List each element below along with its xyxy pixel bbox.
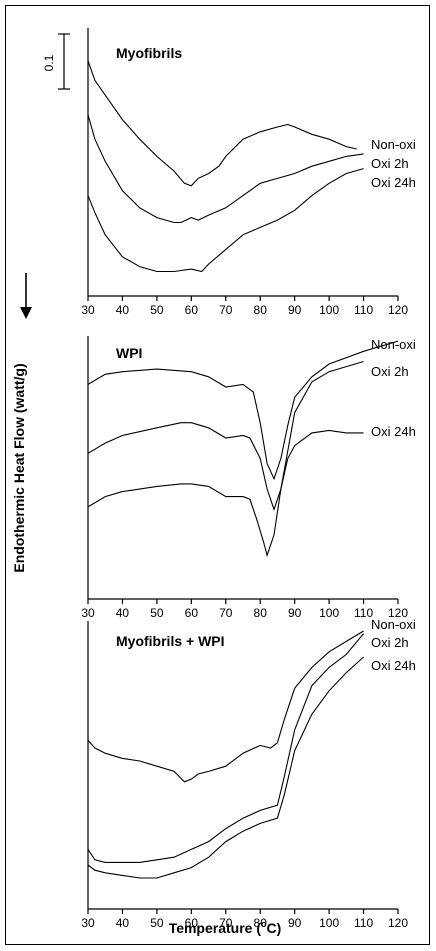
x-tick-label: 30 [81, 303, 95, 317]
figure-frame: 0.1 Endothermic Heat Flow (watt/g) Tempe… [5, 5, 430, 945]
series-label: Oxi 2h [371, 156, 409, 171]
x-tick-label: 90 [288, 606, 302, 620]
series-line-oxi-2h [87, 633, 365, 863]
panel-title: Myofibrils [116, 45, 182, 61]
x-tick-label: 120 [388, 606, 408, 620]
x-tick-label: 110 [354, 916, 373, 930]
series-line-oxi-24h [87, 429, 364, 558]
endothermic-direction-arrow [20, 273, 32, 319]
x-tick-label: 100 [319, 916, 339, 930]
x-tick-label: 80 [254, 606, 268, 620]
x-tick-label: 90 [288, 303, 302, 317]
series-line-non-oxi [87, 630, 364, 783]
x-axis-label: Temperature (oC) [169, 919, 282, 936]
x-tick-label: 30 [81, 606, 95, 620]
x-tick-label: 100 [319, 606, 339, 620]
x-tick-label: 120 [388, 916, 408, 930]
panel-title: WPI [116, 345, 142, 361]
y-axis-label: Endothermic Heat Flow (watt/g) [11, 363, 27, 572]
x-tick-label: 60 [185, 606, 199, 620]
x-axis-label-suffix: C) [267, 920, 282, 936]
x-tick-label: 50 [150, 303, 164, 317]
series-line-non-oxi [87, 60, 357, 187]
series-line-oxi-24h [87, 168, 364, 273]
x-tick-label: 110 [354, 606, 373, 620]
series-label: Non-oxi [371, 617, 416, 632]
series-line-oxi-2h [87, 114, 364, 224]
x-tick-label: 50 [150, 606, 164, 620]
chart-panel-1: 30 40 50 60 70 80 90 100 110 120 Myofibrils Non-oxi… [81, 28, 416, 317]
x-tick-label: 80 [254, 303, 268, 317]
series-label: Non-oxi [371, 137, 416, 152]
scale-bar-label: 0.1 [42, 54, 56, 71]
series-line-non-oxi [87, 340, 399, 481]
series-label: Oxi 2h [371, 635, 409, 650]
x-tick-label: 40 [116, 916, 130, 930]
x-tick-label: 70 [219, 916, 233, 930]
x-axis-label-prefix: Temperature ( [169, 920, 262, 936]
panel-title: Myofibrils + WPI [116, 633, 225, 649]
x-axis-label-sup: o [261, 919, 267, 929]
x-tick-label: 110 [354, 303, 373, 317]
x-tick-label: 120 [388, 303, 408, 317]
series-line-oxi-24h [87, 656, 364, 879]
dsc-thermogram-figure: 0.1 Endothermic Heat Flow (watt/g) Tempe… [11, 28, 416, 936]
chart-panel-2: 30 40 50 60 70 80 90 100 110 120 WPI Non-oxi Oxi 2h O… [81, 336, 416, 620]
x-tick-label: 50 [150, 916, 164, 930]
chart-panel-3: 30 40 50 60 70 80 90 100 110 120 Myofibrils + WPI N… [81, 617, 416, 930]
series-label: Non-oxi [371, 337, 416, 352]
series-label: Oxi 2h [371, 364, 409, 379]
x-tick-label: 90 [288, 916, 302, 930]
series-label: Oxi 24h [371, 424, 416, 439]
series-line-oxi-2h [87, 360, 364, 512]
scale-bar: 0.1 [42, 33, 70, 90]
x-tick-label: 80 [254, 916, 268, 930]
series-label: Oxi 24h [371, 175, 416, 190]
x-tick-label: 40 [116, 303, 130, 317]
x-tick-label: 60 [185, 916, 199, 930]
x-tick-label: 70 [219, 606, 233, 620]
series-label: Oxi 24h [371, 658, 416, 673]
x-tick-label: 30 [81, 916, 95, 930]
x-tick-label: 70 [219, 303, 233, 317]
x-tick-label: 60 [185, 303, 199, 317]
x-tick-label: 100 [319, 303, 339, 317]
x-tick-label: 40 [116, 606, 130, 620]
